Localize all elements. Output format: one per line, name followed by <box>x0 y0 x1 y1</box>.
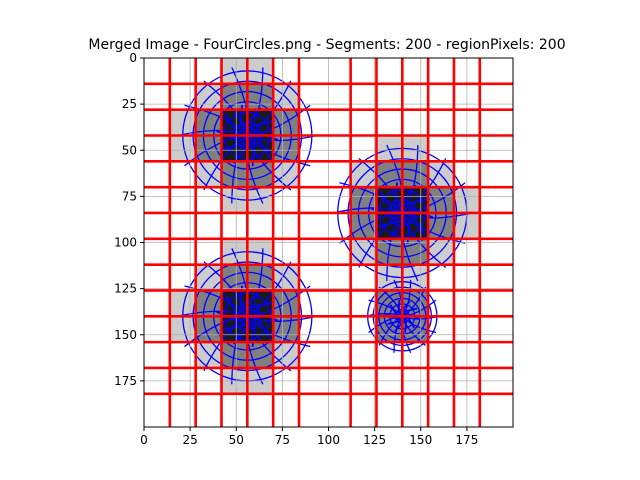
x-tick-label: 100 <box>317 433 340 447</box>
contour-line <box>401 144 419 214</box>
contour-line <box>241 107 262 131</box>
x-tick-label: 0 <box>140 433 148 447</box>
x-tick-label: 75 <box>275 433 290 447</box>
y-tick-label: 150 <box>114 328 137 342</box>
contour-line <box>241 287 262 312</box>
contour-line <box>184 104 248 136</box>
contour-line <box>246 315 311 348</box>
contour-line <box>247 315 318 322</box>
contour-line <box>402 212 473 219</box>
y-tick-label: 100 <box>114 236 137 250</box>
x-tick-label: 25 <box>182 433 197 447</box>
contour-line <box>177 310 248 317</box>
contour-line <box>203 315 248 372</box>
plot-area <box>144 58 513 427</box>
contour-line <box>387 319 403 325</box>
contour-line <box>401 315 437 334</box>
axes: 0 25 50 75 100 125 150 175 0 25 50 75 100 125 150 175 <box>114 51 478 447</box>
contour-line <box>246 300 275 310</box>
contour-line <box>401 307 418 314</box>
x-tick-label: 125 <box>363 433 386 447</box>
contour-line <box>232 321 254 345</box>
y-tick-label: 0 <box>129 51 137 65</box>
contour-line <box>232 140 254 164</box>
contour-line <box>401 212 466 244</box>
x-tick-label: 175 <box>455 433 478 447</box>
y-tick-label: 25 <box>122 97 137 111</box>
x-tick-label: 50 <box>229 433 244 447</box>
contour-line <box>368 299 403 317</box>
contour-line <box>401 197 430 207</box>
y-tick-label: 75 <box>122 189 137 203</box>
y-tick-label: 175 <box>114 374 137 388</box>
y-tick-label: 50 <box>122 143 137 157</box>
contour-line <box>339 182 403 214</box>
y-tick-label: 125 <box>114 282 137 296</box>
contour-line <box>247 134 318 142</box>
contour-line <box>397 299 401 316</box>
contour-line <box>247 80 292 137</box>
contour-line <box>219 323 249 332</box>
chart-title: Merged Image - FourCircles.png - Segment… <box>88 37 565 53</box>
contour-line <box>386 212 403 281</box>
contour-line <box>387 218 409 242</box>
contour-line <box>246 120 275 129</box>
contour-line <box>246 67 264 136</box>
contour-line <box>401 158 447 214</box>
contour-line <box>358 212 403 268</box>
contour-line <box>219 142 249 151</box>
contour-line <box>404 317 408 333</box>
x-tick-label: 150 <box>409 433 432 447</box>
contour-line <box>203 134 248 191</box>
contour-line <box>247 261 292 317</box>
contour-line <box>246 135 311 167</box>
contour-line <box>177 129 248 137</box>
contour-line <box>332 207 403 214</box>
contour-line <box>184 285 248 317</box>
contour-line <box>374 219 404 229</box>
